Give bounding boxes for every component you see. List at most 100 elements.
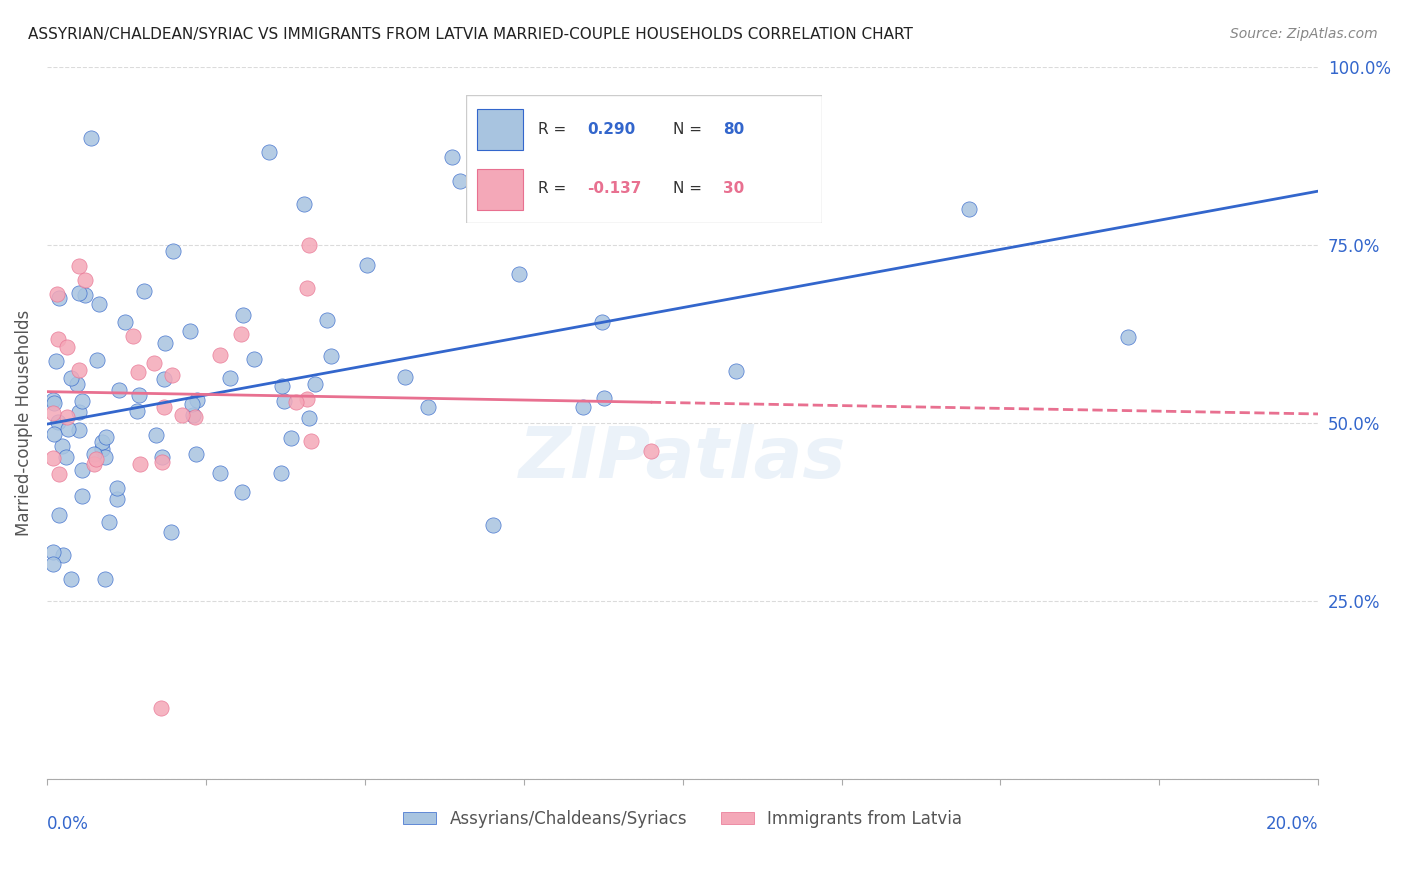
Point: [51, 439, 73, 453]
Point: [640, 444, 662, 458]
Point: [122, 329, 145, 343]
Point: [180, 397, 202, 411]
Point: [59, 573, 82, 587]
Point: [231, 485, 253, 500]
Text: 20.0%: 20.0%: [1265, 814, 1319, 832]
Point: [316, 313, 339, 327]
Point: [48, 467, 70, 481]
Point: [259, 145, 281, 159]
Point: [297, 281, 319, 295]
Point: [42, 557, 65, 571]
Y-axis label: Married-couple Households: Married-couple Households: [15, 310, 32, 536]
Point: [299, 434, 322, 448]
Point: [125, 403, 148, 417]
Point: [73, 287, 96, 301]
Point: [83, 447, 105, 461]
Point: [93, 450, 115, 464]
Point: [735, 202, 758, 216]
Point: [508, 267, 530, 281]
Point: [60, 371, 83, 385]
Point: [591, 314, 613, 328]
Point: [232, 308, 254, 322]
Point: [481, 518, 503, 533]
Point: [48, 508, 70, 522]
Point: [67, 423, 90, 437]
Point: [592, 392, 614, 406]
Point: [208, 467, 231, 481]
Point: [186, 393, 208, 408]
Point: [356, 258, 378, 272]
Point: [55, 450, 77, 464]
Point: [46, 415, 69, 429]
Point: [957, 202, 980, 216]
Point: [89, 297, 111, 311]
Point: [72, 489, 94, 503]
Point: [56, 421, 79, 435]
Point: [150, 450, 173, 464]
Point: [132, 284, 155, 298]
Point: [96, 429, 118, 443]
Point: [294, 197, 316, 211]
Point: [65, 376, 87, 391]
Point: [107, 481, 129, 495]
Point: [90, 442, 112, 457]
Text: 0.0%: 0.0%: [46, 814, 89, 832]
Point: [304, 376, 326, 391]
Point: [449, 173, 471, 187]
Point: [571, 400, 593, 414]
Point: [441, 150, 464, 164]
Point: [160, 368, 183, 382]
Point: [128, 388, 150, 402]
Point: [105, 491, 128, 506]
Point: [179, 324, 201, 338]
Point: [84, 452, 107, 467]
Text: Source: ZipAtlas.com: Source: ZipAtlas.com: [1230, 27, 1378, 41]
Point: [184, 409, 207, 424]
Point: [83, 458, 105, 472]
Point: [45, 354, 67, 368]
Text: ZIPatlas: ZIPatlas: [519, 424, 846, 493]
Point: [93, 573, 115, 587]
Point: [219, 370, 242, 384]
Point: [67, 363, 90, 377]
Point: [80, 131, 103, 145]
Point: [162, 244, 184, 258]
Point: [145, 428, 167, 442]
Point: [152, 372, 174, 386]
Point: [56, 409, 79, 424]
Point: [153, 401, 176, 415]
Point: [394, 370, 416, 384]
Point: [181, 408, 204, 422]
Point: [70, 394, 93, 409]
Point: [67, 286, 90, 301]
Point: [46, 286, 69, 301]
Point: [42, 450, 65, 465]
Point: [285, 395, 308, 409]
Point: [42, 406, 65, 420]
Point: [52, 548, 75, 562]
Point: [160, 525, 183, 540]
Point: [280, 431, 302, 445]
Point: [42, 393, 65, 408]
Point: [150, 455, 173, 469]
Point: [127, 365, 149, 379]
Point: [67, 259, 90, 273]
Point: [724, 363, 747, 377]
Point: [271, 379, 294, 393]
Point: [153, 336, 176, 351]
Point: [90, 435, 112, 450]
Point: [86, 353, 108, 368]
Point: [44, 396, 66, 410]
Point: [298, 411, 321, 425]
Point: [98, 515, 121, 529]
Point: [418, 401, 440, 415]
Point: [46, 332, 69, 346]
Text: ASSYRIAN/CHALDEAN/SYRIAC VS IMMIGRANTS FROM LATVIA MARRIED-COUPLE HOUSEHOLDS COR: ASSYRIAN/CHALDEAN/SYRIAC VS IMMIGRANTS F…: [28, 27, 912, 42]
Point: [184, 447, 207, 461]
Point: [270, 467, 292, 481]
Point: [114, 315, 136, 329]
Point: [42, 545, 65, 559]
Point: [298, 237, 321, 252]
Point: [108, 383, 131, 397]
Point: [1116, 330, 1139, 344]
